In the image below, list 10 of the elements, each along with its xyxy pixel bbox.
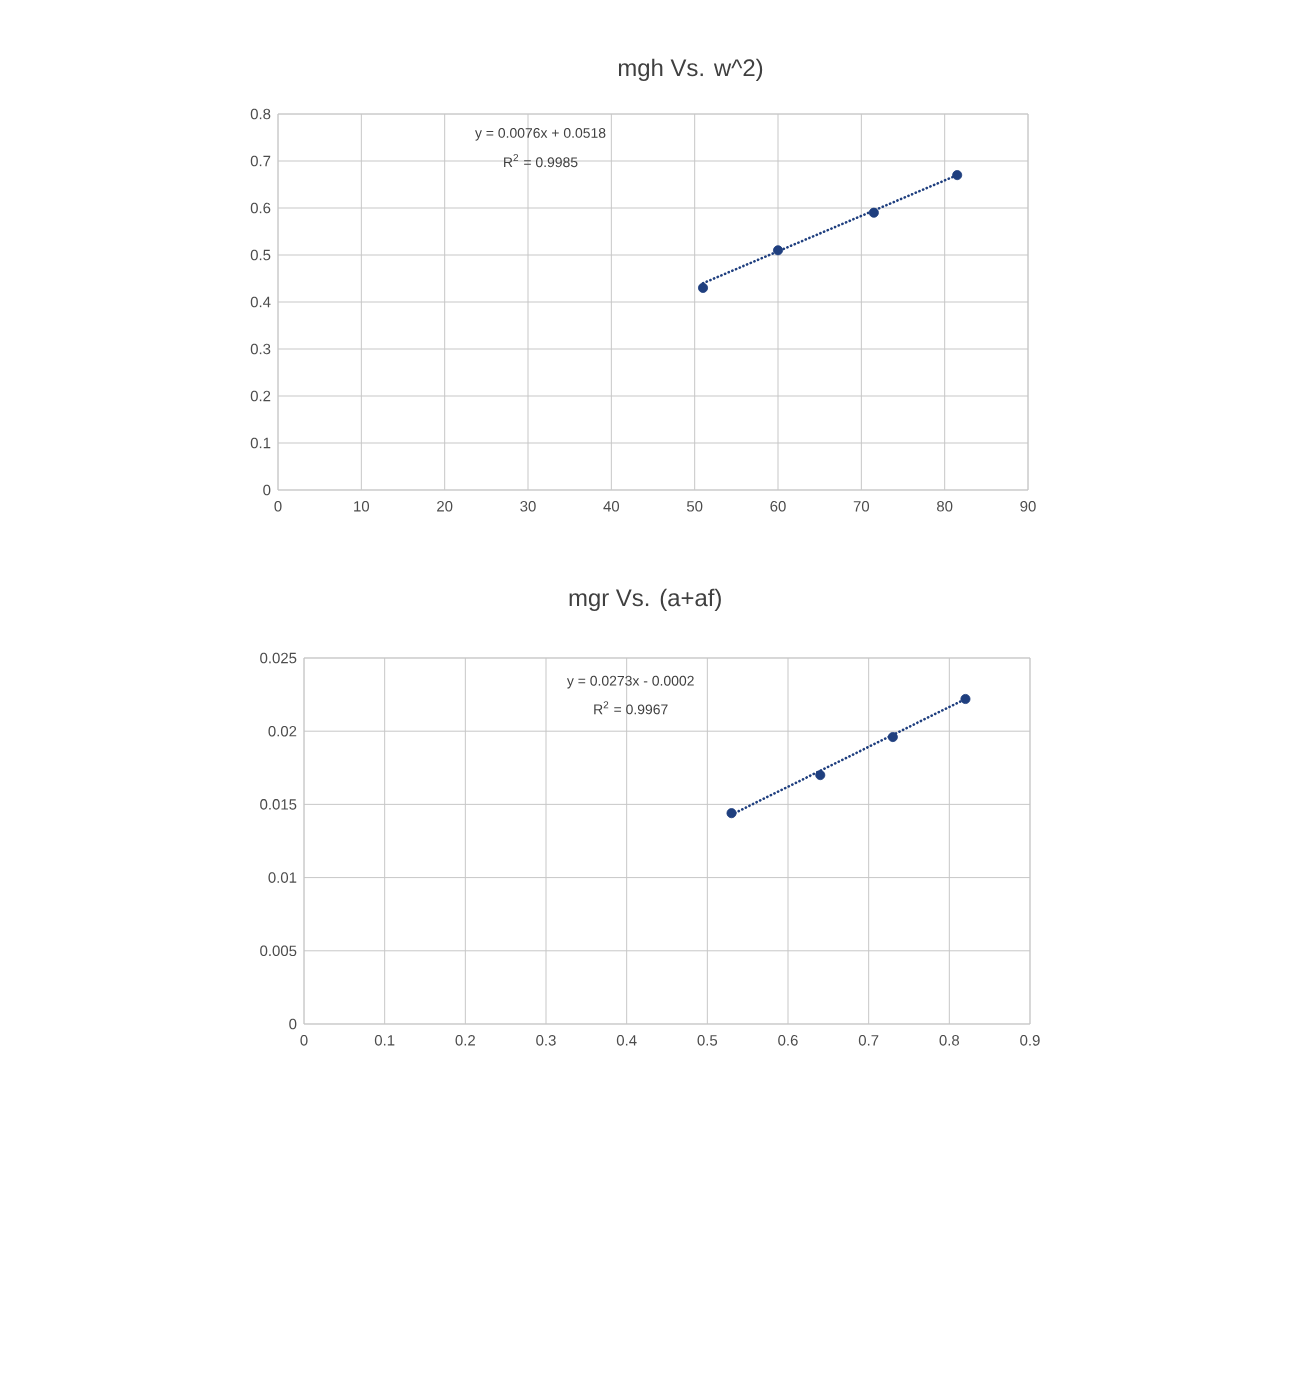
- chart-title: mgr Vs. (a+af): [569, 588, 721, 611]
- point: [952, 170, 963, 181]
- point: [726, 808, 737, 819]
- chart-title: mgh Vs. w^2): [618, 58, 763, 82]
- point: [698, 282, 709, 293]
- point: [887, 732, 898, 743]
- point: [815, 770, 826, 781]
- point: [773, 245, 784, 256]
- point: [868, 207, 879, 218]
- point: [960, 693, 971, 704]
